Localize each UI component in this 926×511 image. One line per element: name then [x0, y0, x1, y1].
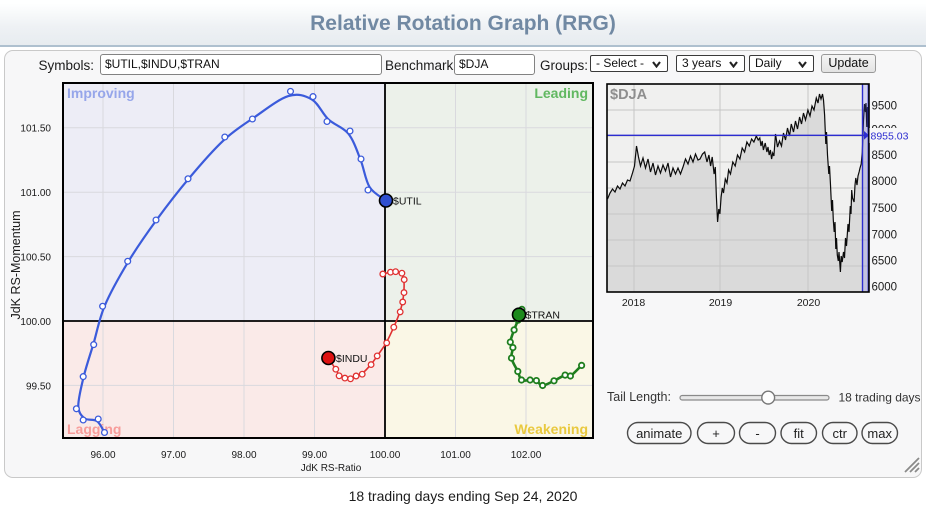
svg-text:6000: 6000 [872, 282, 898, 294]
svg-text:ctr: ctr [832, 426, 847, 441]
svg-text:fit: fit [794, 426, 805, 441]
svg-text:Lagging: Lagging [67, 421, 121, 437]
svg-text:98.00: 98.00 [231, 450, 256, 461]
svg-text:100.00: 100.00 [20, 317, 51, 328]
svg-text:100.00: 100.00 [370, 450, 401, 461]
svg-text:97.00: 97.00 [161, 450, 186, 461]
svg-text:7500: 7500 [872, 203, 898, 215]
svg-text:Weakening: Weakening [514, 421, 588, 437]
svg-text:Tail Length:: Tail Length: [607, 390, 671, 404]
svg-text:101.50: 101.50 [20, 123, 51, 134]
svg-text:-: - [755, 426, 759, 441]
svg-text:JdK RS-Ratio: JdK RS-Ratio [301, 463, 362, 474]
svg-text:+: + [712, 426, 720, 441]
svg-text:96.00: 96.00 [90, 450, 115, 461]
svg-text:8955.03: 8955.03 [871, 131, 909, 143]
svg-text:100.50: 100.50 [20, 253, 51, 264]
svg-text:7000: 7000 [872, 229, 898, 241]
svg-text:$UTIL: $UTIL [393, 196, 422, 208]
svg-text:Leading: Leading [534, 85, 588, 101]
svg-text:2018: 2018 [622, 297, 646, 309]
svg-text:18 trading days: 18 trading days [839, 391, 921, 405]
svg-text:$TRAN: $TRAN [526, 310, 560, 322]
svg-text:animate: animate [636, 426, 682, 441]
svg-text:JdK RS-Momentum: JdK RS-Momentum [9, 210, 23, 319]
svg-text:Improving: Improving [67, 85, 135, 101]
svg-text:6500: 6500 [872, 256, 898, 268]
svg-text:102.00: 102.00 [511, 450, 542, 461]
svg-text:8000: 8000 [872, 176, 898, 188]
svg-text:101.00: 101.00 [20, 188, 51, 199]
svg-text:9500: 9500 [872, 101, 898, 113]
svg-text:max: max [867, 426, 892, 441]
svg-text:$DJA: $DJA [610, 87, 648, 103]
svg-text:99.50: 99.50 [26, 381, 51, 392]
svg-text:99.00: 99.00 [302, 450, 327, 461]
svg-text:2020: 2020 [797, 297, 821, 309]
svg-text:101.00: 101.00 [440, 450, 471, 461]
svg-text:$INDU: $INDU [336, 353, 368, 365]
svg-text:8500: 8500 [872, 150, 898, 162]
svg-text:2019: 2019 [709, 297, 733, 309]
